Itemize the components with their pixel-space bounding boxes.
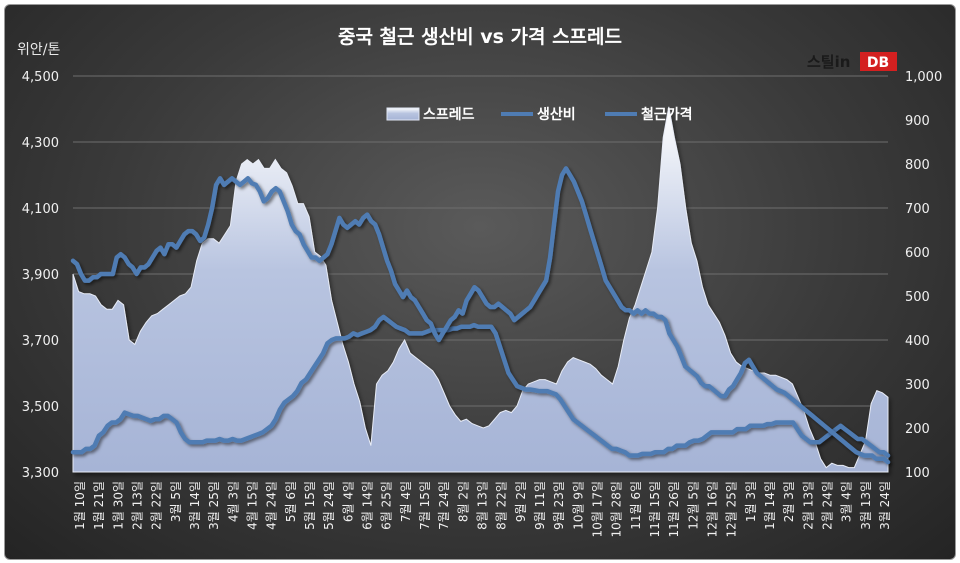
x-tick-label: 8월 13일 bbox=[476, 481, 490, 530]
x-tick-label: 9월 23일 bbox=[552, 481, 566, 530]
x-tick-label: 3월 13일 bbox=[859, 481, 873, 530]
x-tick-label: 10월 17일 bbox=[591, 481, 605, 537]
legend-label-production-cost: 생산비 bbox=[537, 106, 576, 123]
series-spread-area bbox=[72, 106, 889, 473]
x-tick-label: 4월 3일 bbox=[226, 481, 240, 522]
y-right-tick-label: 100 bbox=[905, 466, 930, 481]
y-right-tick-label: 400 bbox=[905, 334, 930, 349]
brand-logo-box bbox=[860, 52, 897, 71]
y-right-tick-label: 900 bbox=[905, 114, 930, 129]
x-tick-label: 3월 4일 bbox=[840, 481, 854, 522]
legend-label-spread: 스프레드 bbox=[423, 107, 475, 123]
y-right-tick-label: 700 bbox=[905, 202, 930, 217]
x-tick-label: 7월 4일 bbox=[399, 481, 413, 522]
y-right-axis-ticks: 100 200 300 400 500 600 700 800 900 1,000 bbox=[905, 70, 942, 481]
y-right-tick-label: 1,000 bbox=[905, 70, 942, 85]
x-tick-label: 1월 30일 bbox=[111, 481, 125, 530]
x-tick-label: 2월 3일 bbox=[782, 481, 796, 522]
x-tick-label: 6월 4일 bbox=[341, 481, 355, 522]
y-left-tick-label: 3,500 bbox=[22, 400, 59, 415]
x-tick-label: 11월 6일 bbox=[629, 481, 643, 530]
y-right-tick-label: 800 bbox=[905, 158, 930, 173]
chart: 중국 철근 생산비 vs 가격 스프레드 위안/톤 스틸in DB 3,3003… bbox=[17, 26, 942, 538]
y-right-tick-label: 200 bbox=[905, 422, 930, 437]
x-tick-label: 6월 14일 bbox=[361, 481, 375, 530]
chart-title: 중국 철근 생산비 vs 가격 스프레드 bbox=[338, 26, 622, 48]
x-tick-label: 4월 24일 bbox=[265, 481, 279, 530]
y-right-tick-label: 500 bbox=[905, 290, 930, 305]
y-right-tick-label: 600 bbox=[905, 246, 930, 261]
x-tick-label: 12월 25일 bbox=[725, 481, 739, 537]
y-left-tick-label: 4,500 bbox=[22, 70, 59, 85]
x-tick-label: 2월 13일 bbox=[801, 481, 815, 530]
y-left-tick-label: 4,100 bbox=[22, 202, 59, 217]
plot-area bbox=[70, 106, 891, 473]
y-left-axis-ticks: 3,300 3,500 3,700 3,900 4,100 4,300 4,500 bbox=[22, 70, 59, 481]
x-tick-label: 12월 16일 bbox=[706, 481, 720, 537]
y-left-tick-label: 3,300 bbox=[22, 466, 59, 481]
x-tick-label: 4월 15일 bbox=[246, 481, 260, 530]
x-tick-label: 3월 5일 bbox=[169, 481, 183, 522]
series-rebar-price-line bbox=[70, 166, 891, 465]
x-tick-label: 2월 13일 bbox=[131, 481, 145, 530]
x-tick-label: 1월 14일 bbox=[763, 481, 777, 530]
x-tick-label: 1월 3일 bbox=[744, 481, 758, 522]
x-tick-label: 3월 25일 bbox=[207, 481, 221, 530]
x-axis-ticks: 1월 10일 1월 21일 1월 30일 2월 13일 2월 22일 3월 5일 3월 14… bbox=[73, 481, 892, 538]
x-tick-label: 11월 26일 bbox=[667, 481, 681, 537]
legend-item-spread: 스프레드 bbox=[386, 107, 475, 123]
legend-label-rebar-price: 철근가격 bbox=[641, 106, 693, 123]
x-tick-label: 1월 10일 bbox=[73, 481, 87, 530]
x-tick-label: 7월 15일 bbox=[418, 481, 432, 530]
x-tick-label: 9월 11일 bbox=[533, 481, 547, 530]
y-right-tick-label: 300 bbox=[905, 378, 930, 393]
x-tick-label: 1월 21일 bbox=[92, 481, 106, 530]
legend-swatch-spread bbox=[386, 107, 420, 121]
x-tick-label: 9월 2일 bbox=[514, 481, 528, 522]
x-tick-label: 8월 2일 bbox=[456, 481, 470, 522]
x-tick-label: 10월 9일 bbox=[571, 481, 585, 530]
x-tick-label: 5월 24일 bbox=[322, 481, 336, 530]
x-tick-label: 5월 15일 bbox=[303, 481, 317, 530]
x-tick-label: 2월 22일 bbox=[150, 481, 164, 530]
x-tick-label: 10월 28일 bbox=[610, 481, 624, 537]
x-tick-label: 3월 14일 bbox=[188, 481, 202, 530]
legend: 스프레드 생산비 철근가격 bbox=[386, 106, 693, 123]
brand-logo-left: 스틸in bbox=[807, 53, 850, 71]
legend-item-rebar-price: 철근가격 bbox=[605, 106, 693, 123]
x-tick-label: 6월 25일 bbox=[380, 481, 394, 530]
y-left-axis-label: 위안/톤 bbox=[17, 42, 60, 58]
x-tick-label: 2월 24일 bbox=[821, 481, 835, 530]
series-production-cost-line bbox=[70, 314, 891, 458]
x-tick-label: 5월 6일 bbox=[284, 481, 298, 522]
brand-logo-right: DB bbox=[867, 55, 889, 71]
x-tick-label: 11월 15일 bbox=[648, 481, 662, 537]
x-tick-label: 3월 24일 bbox=[878, 481, 892, 530]
legend-item-production-cost: 생산비 bbox=[501, 106, 576, 123]
y-left-tick-label: 4,300 bbox=[22, 136, 59, 151]
x-tick-label: 8월 22일 bbox=[495, 481, 509, 530]
x-tick-label: 12월 5일 bbox=[686, 481, 700, 530]
x-tick-label: 7월 24일 bbox=[437, 481, 451, 530]
y-left-tick-label: 3,700 bbox=[22, 334, 59, 349]
brand-logo: 스틸in DB bbox=[807, 52, 897, 71]
chart-frame: 중국 철근 생산비 vs 가격 스프레드 위안/톤 스틸in DB 3,300 3… bbox=[4, 4, 956, 560]
y-left-tick-label: 3,900 bbox=[22, 268, 59, 283]
